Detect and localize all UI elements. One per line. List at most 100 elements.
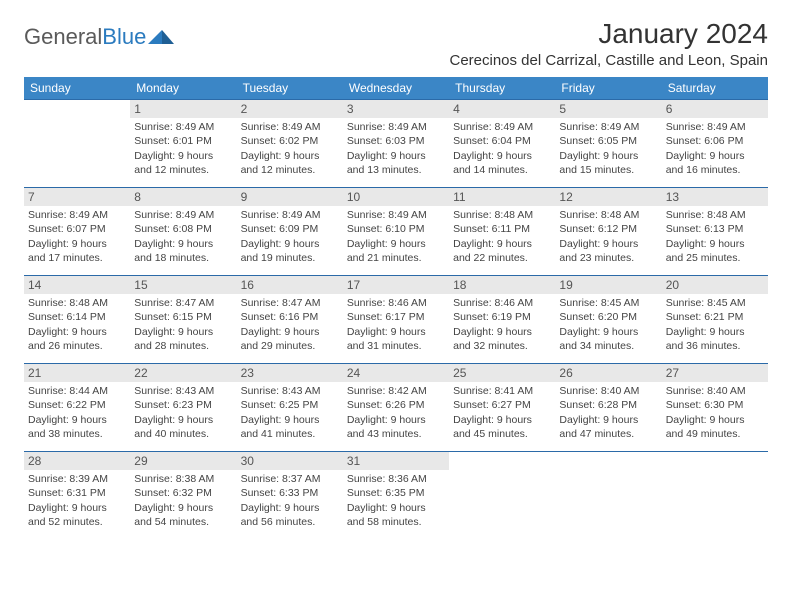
calendar-day-cell: 19Sunrise: 8:45 AMSunset: 6:20 PMDayligh… xyxy=(555,276,661,364)
day-number: 14 xyxy=(24,276,130,294)
daylight-text: and 15 minutes. xyxy=(559,163,657,177)
sunrise-text: Sunrise: 8:45 AM xyxy=(666,296,764,310)
day-number: 18 xyxy=(449,276,555,294)
daylight-text: and 54 minutes. xyxy=(134,515,232,529)
calendar-day-cell: 23Sunrise: 8:43 AMSunset: 6:25 PMDayligh… xyxy=(237,364,343,452)
daylight-text: Daylight: 9 hours xyxy=(559,413,657,427)
daylight-text: Daylight: 9 hours xyxy=(559,149,657,163)
sunset-text: Sunset: 6:16 PM xyxy=(241,310,339,324)
sunset-text: Sunset: 6:19 PM xyxy=(453,310,551,324)
day-number: 25 xyxy=(449,364,555,382)
sunset-text: Sunset: 6:30 PM xyxy=(666,398,764,412)
sunrise-text: Sunrise: 8:39 AM xyxy=(28,472,126,486)
calendar-week-row: 21Sunrise: 8:44 AMSunset: 6:22 PMDayligh… xyxy=(24,364,768,452)
sunrise-text: Sunrise: 8:45 AM xyxy=(559,296,657,310)
calendar-day-cell: 7Sunrise: 8:49 AMSunset: 6:07 PMDaylight… xyxy=(24,188,130,276)
sunset-text: Sunset: 6:07 PM xyxy=(28,222,126,236)
day-number: 11 xyxy=(449,188,555,206)
daylight-text: Daylight: 9 hours xyxy=(453,325,551,339)
daylight-text: and 43 minutes. xyxy=(347,427,445,441)
daylight-text: and 56 minutes. xyxy=(241,515,339,529)
daylight-text: and 25 minutes. xyxy=(666,251,764,265)
day-number: 1 xyxy=(130,100,236,118)
header: GeneralBlue January 2024 Cerecinos del C… xyxy=(24,18,768,69)
sunset-text: Sunset: 6:26 PM xyxy=(347,398,445,412)
daylight-text: and 52 minutes. xyxy=(28,515,126,529)
daylight-text: and 58 minutes. xyxy=(347,515,445,529)
daylight-text: and 12 minutes. xyxy=(241,163,339,177)
calendar-day-cell: 29Sunrise: 8:38 AMSunset: 6:32 PMDayligh… xyxy=(130,452,236,540)
daylight-text: Daylight: 9 hours xyxy=(28,413,126,427)
brand-logo: GeneralBlue xyxy=(24,24,174,50)
sunset-text: Sunset: 6:03 PM xyxy=(347,134,445,148)
day-number: 27 xyxy=(662,364,768,382)
sunset-text: Sunset: 6:23 PM xyxy=(134,398,232,412)
sunrise-text: Sunrise: 8:48 AM xyxy=(666,208,764,222)
daylight-text: and 45 minutes. xyxy=(453,427,551,441)
daylight-text: and 16 minutes. xyxy=(666,163,764,177)
sunset-text: Sunset: 6:05 PM xyxy=(559,134,657,148)
calendar-day-cell: 27Sunrise: 8:40 AMSunset: 6:30 PMDayligh… xyxy=(662,364,768,452)
daylight-text: Daylight: 9 hours xyxy=(666,413,764,427)
day-number: 3 xyxy=(343,100,449,118)
calendar-day-cell: 31Sunrise: 8:36 AMSunset: 6:35 PMDayligh… xyxy=(343,452,449,540)
sunset-text: Sunset: 6:06 PM xyxy=(666,134,764,148)
sunrise-text: Sunrise: 8:46 AM xyxy=(347,296,445,310)
daylight-text: Daylight: 9 hours xyxy=(347,237,445,251)
sunset-text: Sunset: 6:22 PM xyxy=(28,398,126,412)
calendar-day-cell: 17Sunrise: 8:46 AMSunset: 6:17 PMDayligh… xyxy=(343,276,449,364)
daylight-text: Daylight: 9 hours xyxy=(666,149,764,163)
sunset-text: Sunset: 6:28 PM xyxy=(559,398,657,412)
sunset-text: Sunset: 6:31 PM xyxy=(28,486,126,500)
calendar-table: Sunday Monday Tuesday Wednesday Thursday… xyxy=(24,77,768,540)
day-number: 20 xyxy=(662,276,768,294)
calendar-day-cell: 3Sunrise: 8:49 AMSunset: 6:03 PMDaylight… xyxy=(343,100,449,188)
daylight-text: and 23 minutes. xyxy=(559,251,657,265)
calendar-day-cell: 8Sunrise: 8:49 AMSunset: 6:08 PMDaylight… xyxy=(130,188,236,276)
calendar-week-row: 1Sunrise: 8:49 AMSunset: 6:01 PMDaylight… xyxy=(24,100,768,188)
day-number: 12 xyxy=(555,188,661,206)
sunrise-text: Sunrise: 8:49 AM xyxy=(28,208,126,222)
title-block: January 2024 Cerecinos del Carrizal, Cas… xyxy=(449,18,768,69)
daylight-text: and 31 minutes. xyxy=(347,339,445,353)
calendar-day-cell: 1Sunrise: 8:49 AMSunset: 6:01 PMDaylight… xyxy=(130,100,236,188)
daylight-text: and 21 minutes. xyxy=(347,251,445,265)
sunset-text: Sunset: 6:15 PM xyxy=(134,310,232,324)
daylight-text: Daylight: 9 hours xyxy=(134,149,232,163)
sunset-text: Sunset: 6:17 PM xyxy=(347,310,445,324)
daylight-text: Daylight: 9 hours xyxy=(134,325,232,339)
sunrise-text: Sunrise: 8:37 AM xyxy=(241,472,339,486)
calendar-day-cell: 11Sunrise: 8:48 AMSunset: 6:11 PMDayligh… xyxy=(449,188,555,276)
sunrise-text: Sunrise: 8:42 AM xyxy=(347,384,445,398)
calendar-day-cell: 9Sunrise: 8:49 AMSunset: 6:09 PMDaylight… xyxy=(237,188,343,276)
sunset-text: Sunset: 6:12 PM xyxy=(559,222,657,236)
day-number: 8 xyxy=(130,188,236,206)
brand-triangle-icon xyxy=(148,24,174,49)
sunset-text: Sunset: 6:35 PM xyxy=(347,486,445,500)
sunset-text: Sunset: 6:01 PM xyxy=(134,134,232,148)
calendar-day-cell xyxy=(24,100,130,188)
day-header: Wednesday xyxy=(343,77,449,100)
calendar-day-cell: 25Sunrise: 8:41 AMSunset: 6:27 PMDayligh… xyxy=(449,364,555,452)
sunrise-text: Sunrise: 8:48 AM xyxy=(559,208,657,222)
sunrise-text: Sunrise: 8:49 AM xyxy=(134,208,232,222)
calendar-day-cell xyxy=(662,452,768,540)
daylight-text: Daylight: 9 hours xyxy=(134,413,232,427)
calendar-week-row: 14Sunrise: 8:48 AMSunset: 6:14 PMDayligh… xyxy=(24,276,768,364)
daylight-text: Daylight: 9 hours xyxy=(134,237,232,251)
day-number: 30 xyxy=(237,452,343,470)
day-number: 4 xyxy=(449,100,555,118)
day-number: 16 xyxy=(237,276,343,294)
sunrise-text: Sunrise: 8:47 AM xyxy=(134,296,232,310)
sunset-text: Sunset: 6:32 PM xyxy=(134,486,232,500)
day-number: 29 xyxy=(130,452,236,470)
sunset-text: Sunset: 6:09 PM xyxy=(241,222,339,236)
calendar-day-cell: 13Sunrise: 8:48 AMSunset: 6:13 PMDayligh… xyxy=(662,188,768,276)
calendar-day-cell: 10Sunrise: 8:49 AMSunset: 6:10 PMDayligh… xyxy=(343,188,449,276)
calendar-week-row: 7Sunrise: 8:49 AMSunset: 6:07 PMDaylight… xyxy=(24,188,768,276)
sunrise-text: Sunrise: 8:48 AM xyxy=(453,208,551,222)
daylight-text: Daylight: 9 hours xyxy=(28,237,126,251)
daylight-text: Daylight: 9 hours xyxy=(559,237,657,251)
sunrise-text: Sunrise: 8:38 AM xyxy=(134,472,232,486)
sunset-text: Sunset: 6:10 PM xyxy=(347,222,445,236)
